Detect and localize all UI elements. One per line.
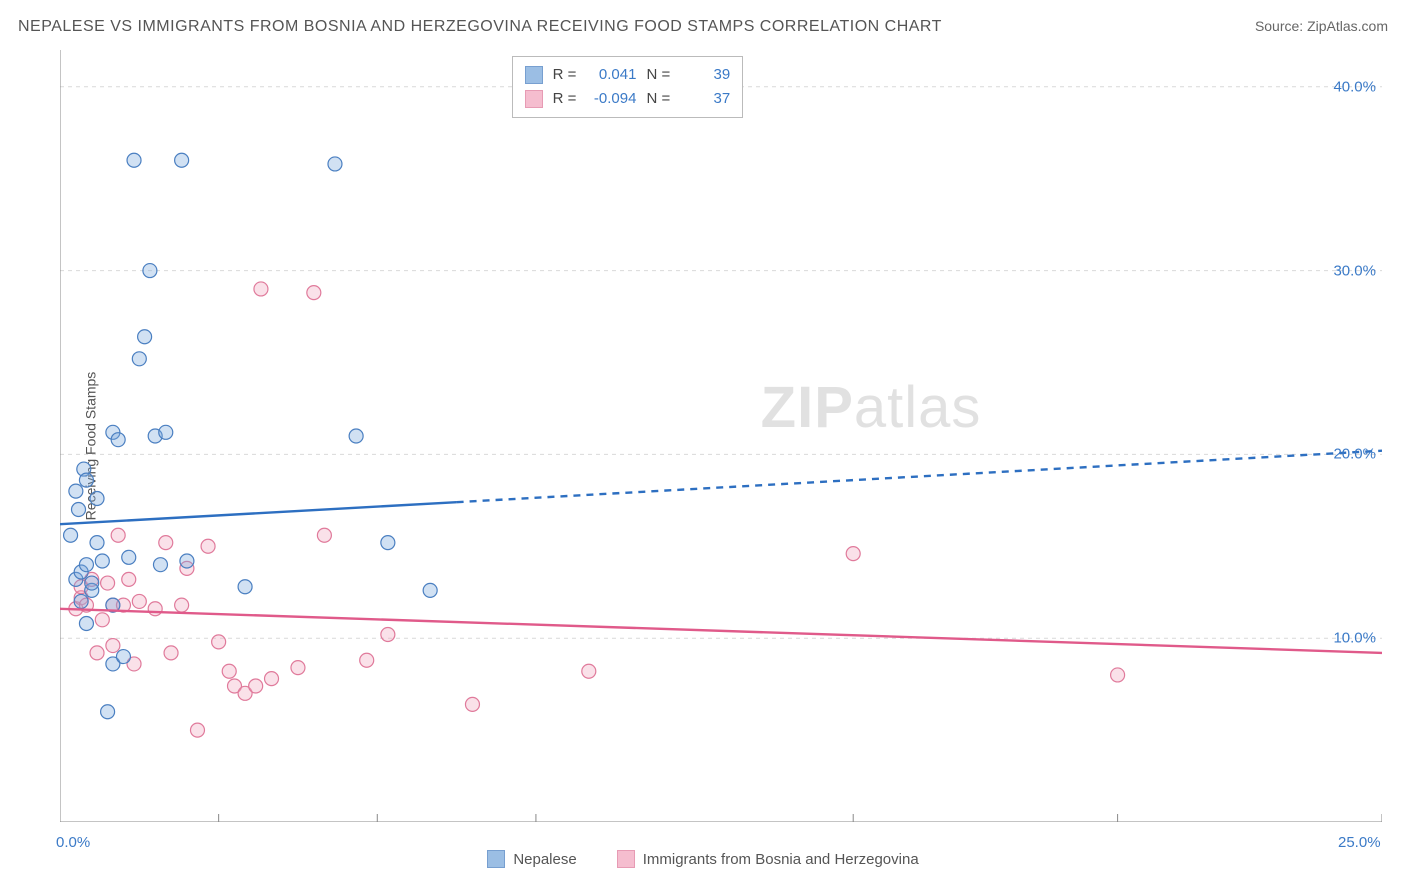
y-tick-label: 40.0% <box>1333 78 1376 95</box>
r-label: R = <box>553 63 577 87</box>
n-value-nepalese: 39 <box>680 63 730 87</box>
y-tick-label: 30.0% <box>1333 262 1376 279</box>
legend-item-nepalese: Nepalese <box>487 850 576 868</box>
legend-label-bosnia: Immigrants from Bosnia and Herzegovina <box>643 851 919 868</box>
n-value-bosnia: 37 <box>680 87 730 111</box>
correlation-legend-box: R = 0.041 N = 39 R = -0.094 N = 37 <box>512 56 744 118</box>
r-label: R = <box>553 87 577 111</box>
source-attribution: Source: ZipAtlas.com <box>1255 18 1388 34</box>
source-label: Source: <box>1255 18 1307 34</box>
swatch-bosnia <box>525 90 543 108</box>
n-label: N = <box>646 87 670 111</box>
swatch-nepalese <box>525 66 543 84</box>
bottom-legend: Nepalese Immigrants from Bosnia and Herz… <box>0 850 1406 868</box>
chart-area: ZIPatlas R = 0.041 N = 39 R = -0.094 N =… <box>60 50 1382 822</box>
scatter-plot <box>60 50 1382 822</box>
n-label: N = <box>646 63 670 87</box>
correlation-row-bosnia: R = -0.094 N = 37 <box>525 87 731 111</box>
r-value-bosnia: -0.094 <box>586 87 636 111</box>
legend-label-nepalese: Nepalese <box>513 851 576 868</box>
legend-item-bosnia: Immigrants from Bosnia and Herzegovina <box>617 850 919 868</box>
y-tick-label: 10.0% <box>1333 630 1376 647</box>
x-axis-max-label: 25.0% <box>1338 834 1381 851</box>
r-value-nepalese: 0.041 <box>586 63 636 87</box>
chart-title: NEPALESE VS IMMIGRANTS FROM BOSNIA AND H… <box>18 18 942 36</box>
x-axis-min-label: 0.0% <box>56 834 90 851</box>
source-value: ZipAtlas.com <box>1307 18 1388 34</box>
y-tick-label: 20.0% <box>1333 446 1376 463</box>
swatch-nepalese <box>487 850 505 868</box>
swatch-bosnia <box>617 850 635 868</box>
correlation-row-nepalese: R = 0.041 N = 39 <box>525 63 731 87</box>
